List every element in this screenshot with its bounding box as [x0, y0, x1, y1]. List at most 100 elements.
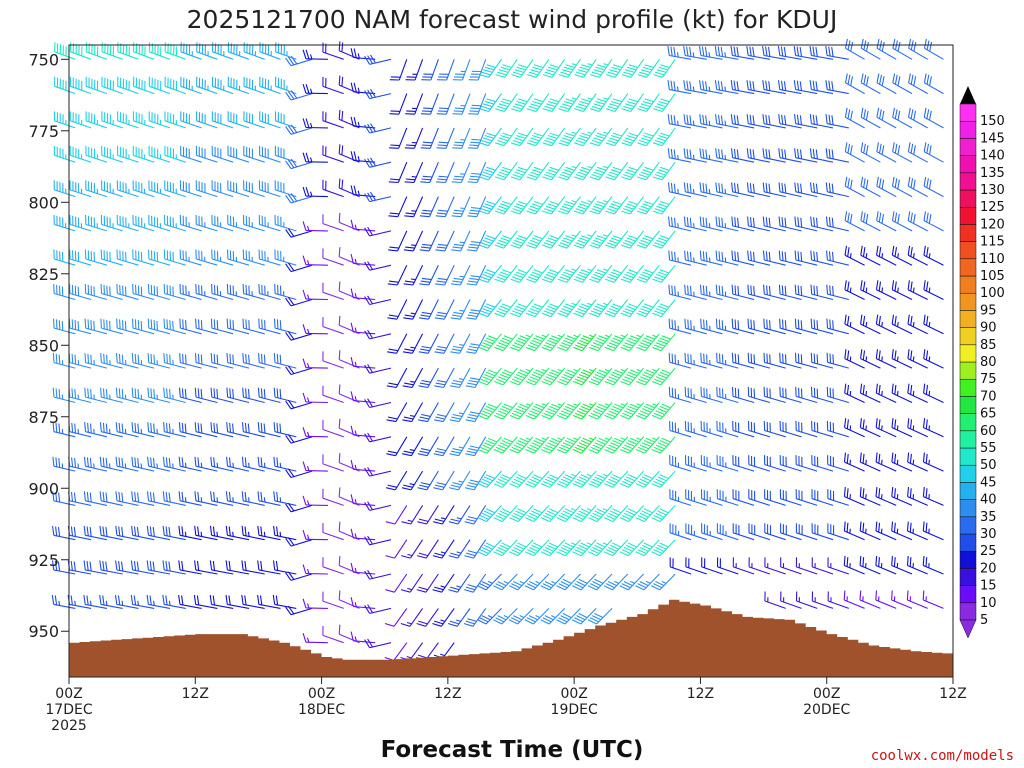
wind-barb — [826, 386, 849, 404]
wind-barb — [178, 422, 202, 438]
wind-barb — [747, 318, 771, 335]
wind-barb — [401, 505, 424, 525]
wind-barb — [809, 148, 834, 163]
wind-barb — [302, 289, 328, 301]
wind-barb — [99, 491, 123, 506]
colorbar-label: 130 — [980, 183, 1005, 198]
wind-barb — [163, 387, 186, 404]
wind-barb — [132, 111, 155, 129]
wind-barb — [195, 318, 218, 335]
wind-barb — [101, 111, 123, 129]
wind-barb — [477, 573, 502, 591]
wind-barb — [652, 299, 676, 318]
wind-barb — [509, 539, 534, 557]
wind-barb — [54, 76, 76, 95]
colorbar-swatch — [959, 602, 977, 621]
wind-barb — [364, 123, 392, 134]
wind-barb — [684, 284, 707, 301]
wind-barb — [731, 250, 755, 266]
wind-barb — [844, 383, 865, 403]
colorbar-label: 125 — [980, 200, 1005, 215]
wind-barb — [892, 142, 913, 163]
wind-barb — [242, 353, 265, 369]
wind-barb — [731, 182, 755, 198]
wind-barb — [637, 127, 660, 147]
colorbar-label: 20 — [980, 561, 997, 576]
wind-barb — [225, 560, 250, 575]
wind-barb — [811, 523, 834, 541]
wind-barb — [178, 456, 202, 472]
wind-barb — [923, 314, 944, 335]
wind-barb — [573, 196, 597, 215]
wind-barb — [209, 594, 234, 609]
wind-barb — [876, 142, 897, 163]
wind-barb — [404, 161, 424, 184]
wind-barb — [825, 46, 849, 60]
wind-barb — [558, 161, 581, 181]
colorbar-label: 105 — [980, 269, 1005, 284]
wind-barb — [793, 114, 818, 129]
wind-barb — [350, 494, 376, 506]
wind-barb — [257, 422, 281, 438]
x-tick-label: 00Z — [55, 686, 82, 702]
wind-barb — [494, 264, 518, 283]
colorbar-swatch — [959, 378, 977, 397]
wind-barb — [844, 142, 865, 163]
wind-barb — [811, 489, 834, 506]
wind-barb — [588, 402, 613, 420]
y-tick-label: 750 — [28, 50, 59, 69]
colorbar-label: 75 — [980, 372, 997, 387]
wind-barb — [451, 161, 471, 184]
wind-barb — [762, 80, 786, 95]
wind-barb — [448, 573, 471, 593]
wind-barb — [85, 214, 108, 232]
wind-barb — [180, 76, 202, 95]
wind-barb — [146, 491, 171, 506]
wind-barb — [876, 211, 897, 232]
wind-barb — [621, 196, 645, 215]
wind-barb — [117, 42, 139, 60]
wind-barb — [748, 557, 771, 575]
wind-barb — [100, 283, 123, 301]
wind-barb — [479, 127, 502, 147]
wind-barb — [651, 470, 676, 488]
wind-barb — [860, 349, 881, 369]
wind-barb — [452, 127, 471, 149]
wind-barb — [52, 318, 76, 335]
wind-barb — [556, 539, 581, 557]
wind-barb — [285, 124, 313, 135]
wind-barb — [540, 470, 566, 488]
wind-barb — [684, 318, 707, 335]
wind-barb — [715, 216, 739, 232]
wind-barb — [795, 523, 818, 541]
wind-barb — [859, 487, 881, 506]
wind-barb — [731, 352, 755, 369]
wind-barb — [164, 145, 186, 163]
wind-barb — [193, 594, 218, 609]
wind-barb — [573, 264, 597, 283]
wind-barb — [700, 352, 723, 369]
wind-barb — [651, 402, 676, 420]
colorbar-swatch — [959, 310, 977, 328]
wind-barb — [117, 76, 139, 95]
wind-barb — [730, 46, 755, 60]
colorbar-label: 5 — [980, 613, 988, 628]
wind-barb — [83, 560, 108, 575]
wind-barb — [620, 230, 645, 249]
wind-barb — [620, 299, 645, 318]
wind-barb — [115, 387, 139, 404]
wind-barb — [716, 557, 739, 575]
x-tick-label: 20DEC — [803, 702, 850, 718]
wind-barb — [466, 299, 487, 320]
wind-barb — [226, 318, 250, 335]
wind-barb — [364, 261, 392, 271]
wind-barb — [574, 127, 597, 147]
wind-barb — [683, 80, 707, 95]
wind-barb — [590, 58, 613, 78]
wind-barb — [811, 557, 834, 575]
wind-barb — [493, 573, 518, 591]
wind-barb — [778, 216, 802, 232]
wind-barb — [322, 248, 344, 266]
wind-barb — [242, 214, 265, 232]
wind-barb — [350, 562, 376, 575]
